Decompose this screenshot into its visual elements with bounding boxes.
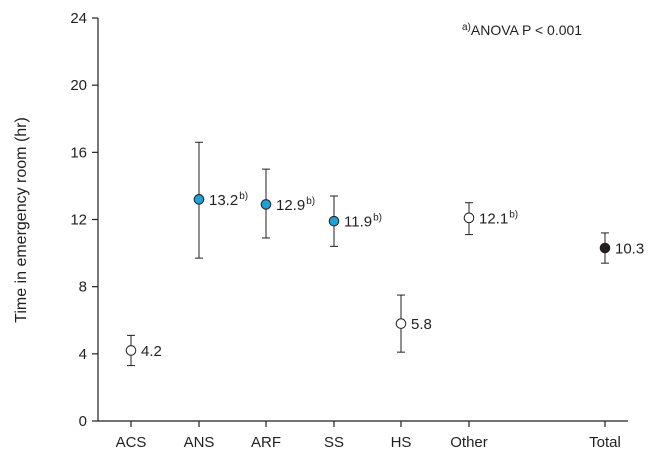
data-label-superscript: b): [239, 191, 248, 202]
data-label: 10.3: [615, 241, 644, 258]
data-label-value: 12.9: [276, 197, 305, 214]
y-tick-label: 8: [79, 279, 87, 296]
data-label: 11.9b): [344, 213, 382, 231]
data-label: 12.1b): [479, 209, 518, 227]
marker: [125, 345, 137, 356]
y-tick-label: 12: [70, 212, 87, 229]
marker: [193, 194, 205, 205]
data-point-acs: 4.2: [125, 334, 162, 367]
data-label-superscript: b): [306, 196, 315, 207]
x-tick-label-other: Other: [450, 434, 488, 451]
marker: [328, 215, 340, 227]
axes: 0 4 8 12 16 20 24 ACS ANS ARF SS HS Other Total: [70, 10, 628, 451]
data-point-ans: 13.2b): [193, 141, 248, 259]
marker: [599, 242, 611, 254]
x-tick-label-arf: ARF: [251, 434, 281, 451]
data-point-other: 12.1b): [463, 202, 518, 236]
x-tick-label-hs: HS: [391, 434, 412, 451]
data-point-ss: 11.9b): [328, 195, 382, 247]
x-tick-label-ss: SS: [324, 434, 344, 451]
y-tick-label: 4: [79, 346, 87, 363]
marker: [260, 199, 272, 210]
data-label-value: 10.3: [615, 241, 644, 258]
y-tick-label: 0: [79, 413, 87, 430]
data-label-value: 11.9: [344, 214, 372, 231]
data-label-superscript: b): [509, 209, 518, 220]
data-label-value: 12.1: [479, 210, 508, 227]
data-point-total: 10.3: [599, 232, 644, 264]
data-label: 13.2b): [209, 191, 248, 209]
anova-annotation-superscript: a): [462, 22, 471, 33]
marks: 4.213.2b)12.9b)11.9b)5.812.1b)10.3: [125, 141, 644, 367]
data-label: 5.8: [411, 316, 432, 333]
y-tick-label: 20: [70, 77, 87, 94]
data-label-value: 5.8: [411, 316, 432, 333]
marker: [395, 318, 407, 329]
data-label: 12.9b): [276, 196, 315, 214]
x-tick-label-ans: ANS: [184, 434, 215, 451]
data-label-value: 4.2: [141, 343, 162, 360]
y-axis-title: Time in emergency room (hr): [13, 117, 30, 323]
data-label-superscript: b): [373, 213, 382, 224]
data-label-value: 13.2: [209, 192, 238, 209]
data-point-arf: 12.9b): [260, 168, 315, 239]
data-label: 4.2: [141, 343, 162, 360]
anova-annotation-text: ANOVA P < 0.001: [471, 22, 582, 38]
y-tick-label: 16: [70, 144, 87, 161]
x-tick-label-total: Total: [589, 434, 621, 451]
data-point-hs: 5.8: [395, 294, 432, 353]
anova-annotation: a)ANOVA P < 0.001: [462, 22, 582, 38]
x-tick-label-acs: ACS: [116, 434, 147, 451]
y-tick-label: 24: [70, 10, 87, 27]
marker: [463, 212, 475, 224]
